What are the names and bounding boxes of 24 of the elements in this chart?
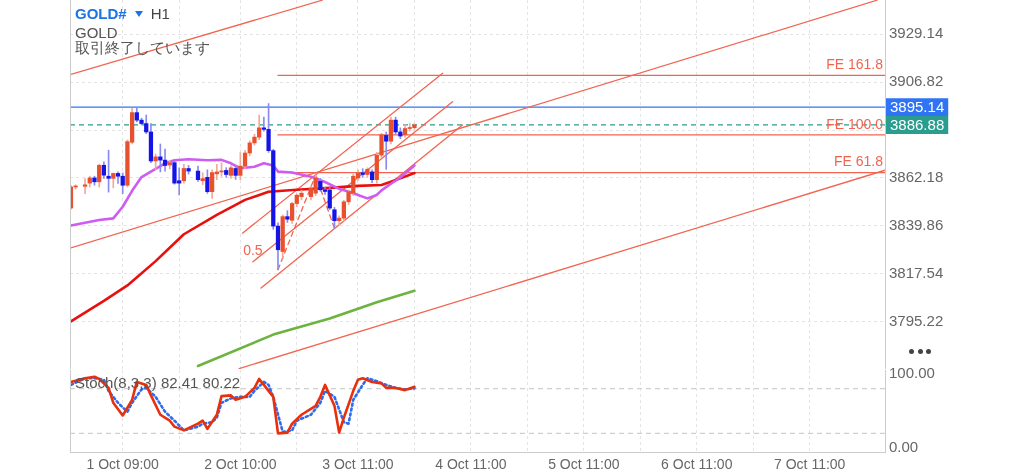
y-tick-label: 0.00 (889, 438, 919, 456)
x-tick-label: 5 Oct 11:00 (548, 456, 620, 472)
x-tick-label: 6 Oct 11:00 (661, 456, 733, 472)
annotation: FE 61.8 (833, 153, 884, 170)
chart-subtitle: H1 (150, 5, 170, 22)
x-tick-label: 1 Oct 09:00 (86, 456, 160, 472)
ref-line-label: 3895.14 (890, 98, 945, 116)
ref-line-label: 3886.88 (890, 116, 945, 134)
y-tick-label: 3906.82 (889, 72, 944, 90)
annotation: GOLD (75, 24, 119, 41)
x-tick-label: 3 Oct 11:00 (322, 456, 394, 472)
y-tick-label: 100.00 (889, 363, 935, 381)
annotation: FE 161.8 (826, 56, 884, 73)
chart-title: GOLD# (75, 5, 127, 22)
x-tick-label: 7 Oct 11:00 (774, 456, 846, 472)
x-tick-label: 4 Oct 11:00 (435, 456, 507, 472)
y-tick-label: 3929.14 (889, 24, 944, 42)
y-tick-label: 3862.18 (889, 168, 944, 186)
y-tick-label: 3795.22 (889, 312, 944, 330)
y-tick-label: 3817.54 (889, 264, 944, 282)
annotation: FE 100.0 (826, 115, 884, 132)
x-tick-label: 2 Oct 10:00 (204, 456, 277, 472)
y-tick-label: 3839.86 (889, 216, 944, 234)
annotation: 0.5 (243, 241, 263, 258)
